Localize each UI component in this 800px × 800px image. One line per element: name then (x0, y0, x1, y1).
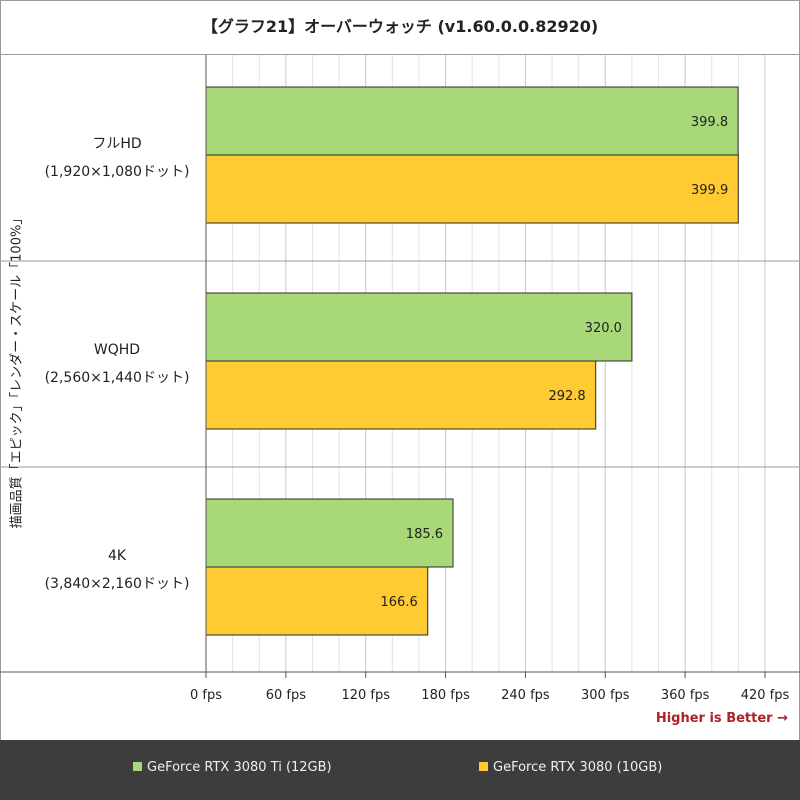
bars (205, 86, 739, 636)
category-label: WQHD (94, 342, 140, 358)
title-divider (0, 54, 800, 55)
data-label: 292.8 (548, 389, 585, 404)
bar-rtx-3080-1 (205, 360, 597, 430)
x-tick-label: 360 fps (661, 688, 710, 703)
legend-item-rtx-3080: GeForce RTX 3080 (10GB) (479, 760, 662, 776)
data-label: 166.6 (381, 595, 418, 610)
x-tick-label: 60 fps (266, 688, 307, 703)
legend: GeForce RTX 3080 Ti (12GB) GeForce RTX 3… (0, 740, 800, 800)
category-label: フルHD (92, 136, 141, 152)
bar-rtx-3080-2 (205, 566, 429, 636)
x-tick-label: 420 fps (741, 688, 790, 703)
category-separators (0, 260, 800, 468)
bar-rtx-3080-ti-0 (205, 86, 739, 156)
data-label: 185.6 (406, 527, 443, 542)
data-label: 399.9 (691, 183, 728, 198)
category-detail-label: (2,560×1,440ドット) (45, 370, 190, 386)
category-detail-label: (1,920×1,080ドット) (45, 164, 190, 180)
x-tick-label: 120 fps (341, 688, 390, 703)
legend-swatch-yellow (479, 762, 488, 771)
data-label: 320.0 (585, 321, 622, 336)
chart-canvas: 399.8 399.9 フルHD (1,920×1,080ドット) 320.0 292.8… (0, 55, 800, 703)
x-tick-label: 0 fps (190, 688, 222, 703)
legend-label: GeForce RTX 3080 (10GB) (493, 760, 663, 775)
x-tick-label: 180 fps (421, 688, 470, 703)
legend-label: GeForce RTX 3080 Ti (12GB) (147, 760, 332, 775)
x-tick-label: 240 fps (501, 688, 550, 703)
higher-is-better-note: Higher is Better → (655, 711, 788, 726)
labels: 399.8 399.9 フルHD (1,920×1,080ドット) 320.0 292.8… (45, 115, 790, 703)
chart-title: 【グラフ21】オーバーウォッチ (v1.60.0.0.82920) (201, 17, 599, 36)
x-tick-label: 300 fps (581, 688, 630, 703)
bar-rtx-3080-0 (205, 154, 739, 224)
data-label: 399.8 (691, 115, 728, 130)
axes (0, 55, 800, 678)
legend-swatch-green (133, 762, 142, 771)
bar-rtx-3080-ti-1 (205, 292, 633, 362)
category-label: 4K (108, 548, 127, 564)
y-axis-title-text: 描画品質「エピック」「レンダー・スケール「100%」 (9, 211, 25, 529)
category-detail-label: (3,840×2,160ドット) (45, 576, 190, 592)
legend-item-rtx-3080-ti: GeForce RTX 3080 Ti (12GB) (133, 760, 332, 776)
